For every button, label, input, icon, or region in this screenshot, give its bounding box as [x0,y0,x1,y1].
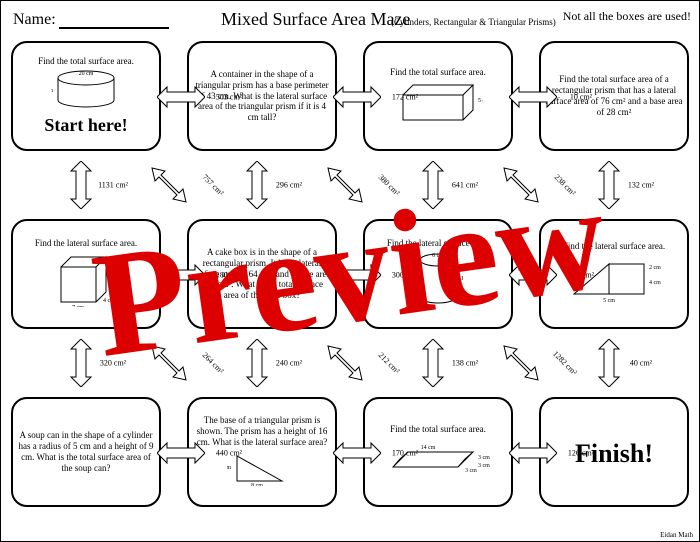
svg-text:5 cm: 5 cm [478,98,483,104]
name-line [59,27,169,29]
arrow-h: 10 cm² [509,81,557,113]
box-text: Find the total surface area. [38,56,134,67]
arrow-d: 1282 cm² [499,341,543,385]
box-text: Find the lateral surface area. [563,241,665,252]
arrow-v: 40 cm² [593,339,625,387]
svg-text:5 cm: 5 cm [603,298,615,304]
svg-text:5 cm: 5 cm [227,465,231,471]
cylinder-icon: 20 cm 8 cm [51,70,121,108]
maze-grid: Find the total surface area. 20 cm 8 cm S… [7,37,695,535]
svg-text:3 cm: 3 cm [478,463,490,469]
arrow-v: 240 cm² [241,339,273,387]
name-label: Name: [13,11,56,29]
box-text: Find the lateral surface area. [387,238,489,249]
credit: Eidan Math [660,531,693,539]
svg-text:4 cm: 4 cm [103,298,115,304]
page-title: Mixed Surface Area Maze [221,9,410,30]
arrow-v: 1131 cm² [65,161,97,209]
arrow-d: 380 cm² [323,163,367,207]
svg-text:10 cm: 10 cm [461,276,463,282]
arrow-v: 320 cm² [65,339,97,387]
arrow-h: 126 cm² [509,437,557,469]
arrow-d: 238 cm² [499,163,543,207]
corner-note: Not all the boxes are used! [563,9,691,24]
box-text: The base of a triangular prism is shown.… [193,415,331,447]
arrow-d: 757 cm² [147,163,191,207]
arrow-d: 212 cm² [323,341,367,385]
svg-text:8 cm: 8 cm [251,483,263,486]
box-r2c1: Find the lateral surface area. 7 cm 4 cm 1… [11,219,161,329]
box-text: Find the lateral surface area. [35,238,137,249]
box-text: Find the total surface area. [390,67,486,78]
subtitle: (Cylinders, Rectangular & Triangular Pri… [391,17,556,27]
start-label: Start here! [44,115,127,136]
box-text: Find the total surface area. [390,424,486,435]
arrow-h: 503 cm² [157,81,205,113]
arrow-d: 264 cm² [147,341,191,385]
svg-text:8 cm: 8 cm [51,88,53,94]
svg-text:6 cm: 6 cm [432,253,444,259]
svg-text:2 cm: 2 cm [649,265,661,271]
svg-text:20 cm: 20 cm [79,71,94,77]
arrow-h: 172 cm² [333,81,381,113]
rect-prism-icon: 7 cm 4 cm 12 cm [51,252,121,307]
box-r3c1: A soup can in the shape of a cylinder ha… [11,397,161,507]
arrow-v: 132 cm² [593,161,625,209]
arrow-v: 138 cm² [417,339,449,387]
svg-text:3 cm: 3 cm [465,468,477,474]
arrow-h: 170 cm² [333,437,381,469]
svg-text:3 cm: 3 cm [478,455,490,461]
box-r1c1: Find the total surface area. 20 cm 8 cm S… [11,41,161,151]
svg-text:12 cm: 12 cm [113,276,121,282]
arrow-v: 641 cm² [417,161,449,209]
arrow-h: 300 cm² [333,259,381,291]
arrow-v: 296 cm² [241,161,273,209]
box-text: A soup can in the shape of a cylinder ha… [17,430,155,473]
svg-text:4 cm: 4 cm [649,280,661,286]
svg-text:7 cm: 7 cm [72,305,84,307]
arrow-h: 440 cm² [157,437,205,469]
arrow-h: 320 cm² [509,259,557,291]
arrow-h: 180 cm² [157,259,205,291]
